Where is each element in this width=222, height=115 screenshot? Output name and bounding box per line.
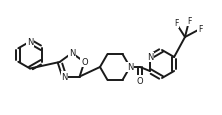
Text: N: N xyxy=(27,38,33,47)
Text: F: F xyxy=(174,19,178,28)
Text: F: F xyxy=(198,25,202,34)
Text: F: F xyxy=(187,17,191,26)
Text: O: O xyxy=(137,76,143,85)
Text: N: N xyxy=(127,63,133,72)
Text: N: N xyxy=(69,49,75,58)
Text: N: N xyxy=(147,53,153,62)
Text: O: O xyxy=(81,58,88,67)
Text: N: N xyxy=(61,72,67,81)
